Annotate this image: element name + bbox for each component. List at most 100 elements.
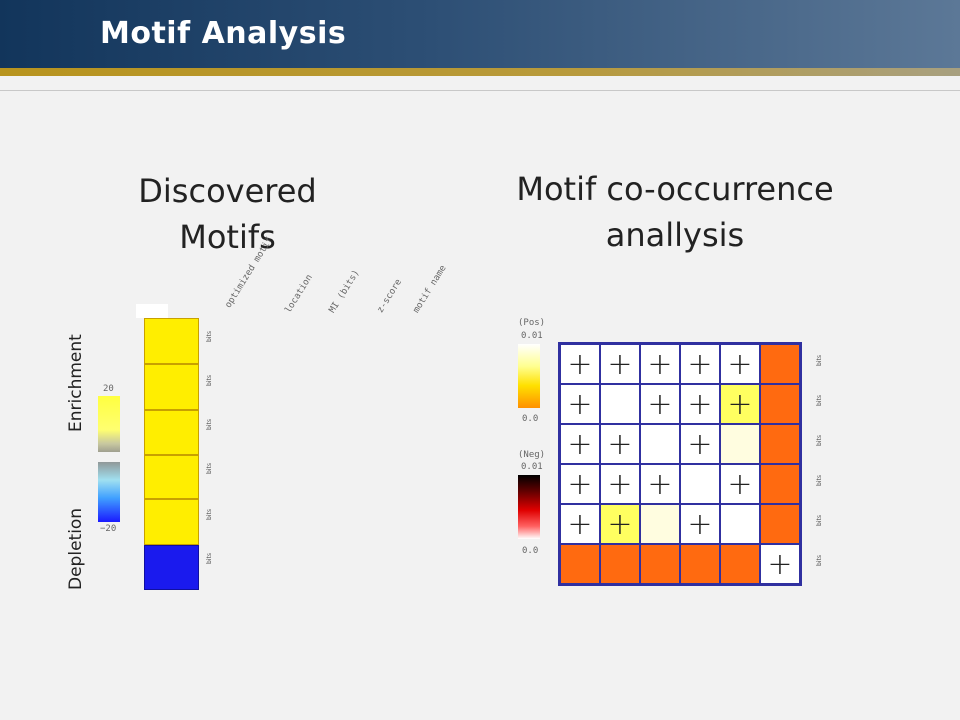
matrix-cell [640, 424, 680, 464]
heading-line: anallysis [605, 216, 745, 254]
matrix-cell: + [600, 424, 640, 464]
plus-mark: + [727, 466, 753, 502]
matrix-cell: + [560, 424, 600, 464]
neg-label: (Neg) [518, 450, 546, 460]
matrix-cell: + [680, 424, 720, 464]
matrix-cell: + [720, 464, 760, 504]
neg-top-value: 0.01 [521, 462, 543, 472]
column-header: z-score [375, 277, 405, 315]
top-motif-logo [722, 282, 762, 338]
heat-cell [144, 499, 199, 545]
motif-logo: bits [816, 550, 888, 580]
plus-mark: + [567, 346, 593, 382]
matrix-cell: + [560, 344, 600, 384]
plus-mark: + [567, 466, 593, 502]
motif-logo: bits [816, 470, 888, 500]
plus-mark: + [607, 466, 633, 502]
plus-mark: + [727, 386, 753, 422]
plus-mark: + [687, 426, 713, 462]
depletion-label: Depletion [66, 507, 86, 590]
motif-logo: bits [206, 504, 278, 534]
matrix-cell: + [560, 464, 600, 504]
bits-axis-label: bits [206, 331, 213, 342]
heat-cell [144, 318, 199, 364]
matrix-cell [760, 344, 800, 384]
top-motif-logo [642, 282, 682, 338]
heat-cell [144, 410, 199, 455]
matrix-cell [760, 464, 800, 504]
tab-marker [136, 304, 168, 318]
depletion-scale-bar [98, 462, 120, 522]
neg-color-bar [518, 475, 540, 539]
matrix-cell: + [680, 344, 720, 384]
plus-mark: + [607, 346, 633, 382]
heading-line: Motifs [179, 218, 276, 256]
top-motif-logo [762, 282, 802, 338]
matrix-cell [640, 544, 680, 584]
matrix-cell: + [560, 504, 600, 544]
matrix-cell: + [680, 504, 720, 544]
matrix-cell [720, 544, 760, 584]
top-motif-logo [682, 282, 722, 338]
motif-logo: bits [206, 326, 278, 356]
neg-bottom-value: 0.0 [522, 546, 539, 556]
bits-axis-label: bits [816, 555, 823, 566]
matrix-cell: + [600, 464, 640, 504]
bits-axis-label: bits [816, 395, 823, 406]
matrix-cell: + [640, 344, 680, 384]
motif-logo: bits [816, 510, 888, 540]
bits-axis-label: bits [816, 475, 823, 486]
page-title: Motif Analysis [100, 16, 347, 51]
bits-axis-label: bits [206, 419, 213, 430]
matrix-cell [680, 544, 720, 584]
plus-mark: + [567, 426, 593, 462]
matrix-cell: + [640, 384, 680, 424]
scale-top-label: 20 [103, 384, 114, 394]
bits-axis-label: bits [206, 553, 213, 564]
motif-logo: bits [816, 390, 888, 420]
co-occurrence-matrix: + + + + + + + + + + + + + + + + + + + + [558, 342, 802, 586]
heading-line: Discovered [138, 172, 317, 210]
matrix-cell [720, 424, 760, 464]
matrix-cell: + [600, 344, 640, 384]
matrix-cell [640, 504, 680, 544]
matrix-cell [560, 544, 600, 584]
matrix-cell [760, 384, 800, 424]
bits-axis-label: bits [816, 435, 823, 446]
plus-mark: + [687, 386, 713, 422]
co-occurrence-heading: Motif co-occurrence anallysis [490, 166, 860, 258]
pos-color-bar [518, 344, 540, 408]
discovered-motifs-heading: Discovered Motifs [120, 168, 335, 260]
plus-mark: + [567, 386, 593, 422]
plus-mark: + [607, 426, 633, 462]
bits-axis-label: bits [816, 355, 823, 366]
matrix-cell: + [760, 544, 800, 584]
motif-logo: bits [206, 548, 278, 578]
plus-mark: + [647, 466, 673, 502]
plus-mark: + [567, 506, 593, 542]
bits-axis-label: bits [206, 375, 213, 386]
motif-logo: bits [206, 458, 278, 488]
motif-logo: bits [206, 370, 278, 400]
plus-mark: + [687, 346, 713, 382]
plus-mark: + [687, 506, 713, 542]
matrix-cell: + [680, 384, 720, 424]
plus-mark: + [647, 386, 673, 422]
matrix-cell: + [720, 384, 760, 424]
matrix-cell: + [560, 384, 600, 424]
matrix-cell: + [720, 344, 760, 384]
matrix-cell [600, 384, 640, 424]
motif-logo: bits [816, 350, 888, 380]
pos-top-value: 0.01 [521, 331, 543, 341]
matrix-cell [600, 544, 640, 584]
top-motif-logo [562, 282, 602, 338]
bits-axis-label: bits [206, 509, 213, 520]
scale-bottom-label: −20 [100, 524, 117, 534]
heat-cell [144, 364, 199, 410]
matrix-cell: + [640, 464, 680, 504]
divider [0, 90, 960, 91]
plus-mark: + [647, 346, 673, 382]
column-header: motif name [411, 263, 449, 315]
pos-bottom-value: 0.0 [522, 414, 539, 424]
pos-label: (Pos) [518, 318, 546, 328]
